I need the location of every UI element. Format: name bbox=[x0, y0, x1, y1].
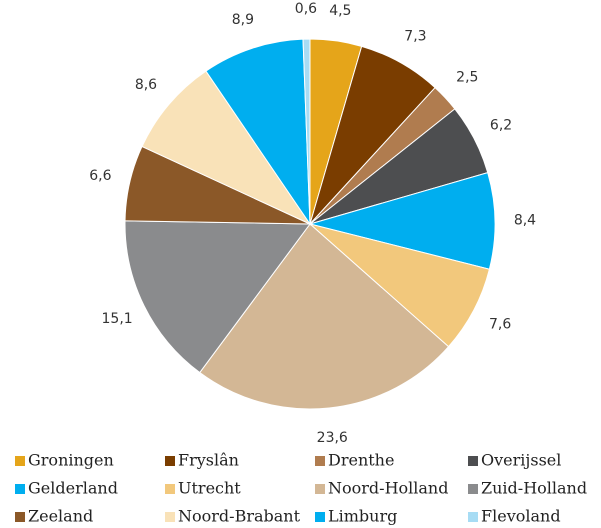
legend-label: Drenthe bbox=[328, 451, 394, 470]
data-label: 0,6 bbox=[295, 1, 317, 17]
legend-label: Groningen bbox=[28, 451, 114, 470]
data-label: 7,3 bbox=[404, 29, 426, 45]
data-label: 6,6 bbox=[89, 168, 111, 184]
pie-slice bbox=[141, 70, 312, 226]
legend-swatch bbox=[315, 512, 325, 522]
data-label: 6,2 bbox=[490, 117, 512, 133]
legend-label: Flevoland bbox=[481, 507, 561, 526]
data-label: 8,6 bbox=[135, 77, 157, 93]
pie-slice bbox=[124, 220, 311, 374]
legend-label: Overijssel bbox=[481, 451, 561, 470]
pie-slice bbox=[199, 223, 450, 410]
legend-label: Utrecht bbox=[178, 479, 241, 498]
legend-swatch bbox=[165, 512, 175, 522]
legend-label: Limburg bbox=[328, 507, 397, 526]
legend-label: Fryslân bbox=[178, 451, 239, 470]
legend-label: Noord-Holland bbox=[328, 479, 448, 498]
data-label: 4,5 bbox=[329, 3, 351, 19]
data-label: 8,4 bbox=[514, 212, 536, 228]
legend-swatch bbox=[468, 512, 478, 522]
legend-swatch bbox=[15, 456, 25, 466]
data-label: 23,6 bbox=[317, 430, 348, 446]
legend-swatch bbox=[315, 484, 325, 494]
legend-label: Zuid-Holland bbox=[481, 479, 587, 498]
legend-swatch bbox=[15, 512, 25, 522]
legend-swatch bbox=[165, 484, 175, 494]
legend-label: Gelderland bbox=[28, 479, 118, 498]
legend-label: Zeeland bbox=[28, 507, 93, 526]
data-label: 2,5 bbox=[456, 69, 478, 85]
pie-slice bbox=[308, 171, 496, 270]
legend-swatch bbox=[165, 456, 175, 466]
data-label: 15,1 bbox=[102, 311, 133, 327]
legend-swatch bbox=[468, 484, 478, 494]
pie-slice bbox=[302, 38, 311, 225]
legend-swatch bbox=[468, 456, 478, 466]
legend-label: Noord-Brabant bbox=[178, 507, 301, 526]
pie-slice bbox=[205, 38, 311, 226]
data-label: 8,9 bbox=[232, 12, 254, 28]
legend-swatch bbox=[15, 484, 25, 494]
legend-swatch bbox=[315, 456, 325, 466]
data-label: 7,6 bbox=[489, 316, 511, 332]
